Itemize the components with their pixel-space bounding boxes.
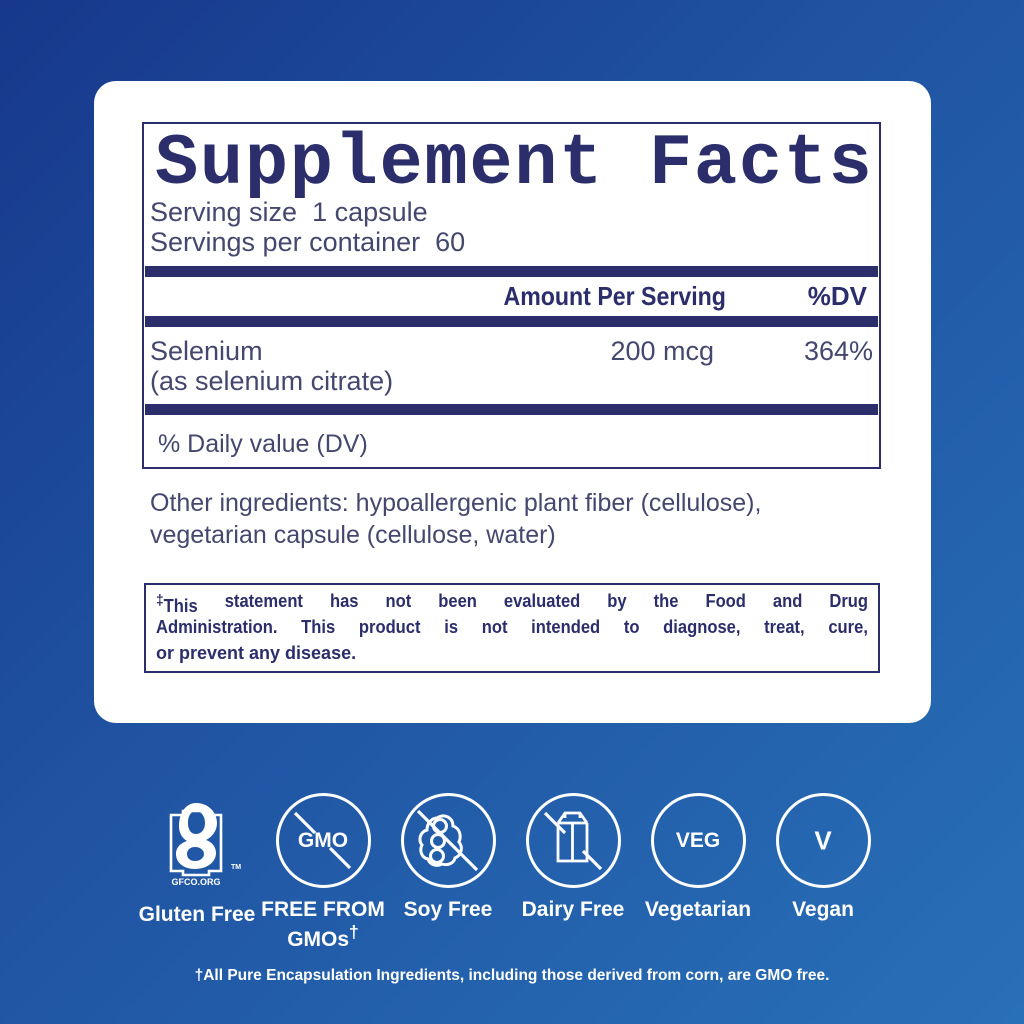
svg-text:GFCO.ORG: GFCO.ORG	[172, 877, 221, 887]
svg-text:TM: TM	[231, 864, 241, 871]
